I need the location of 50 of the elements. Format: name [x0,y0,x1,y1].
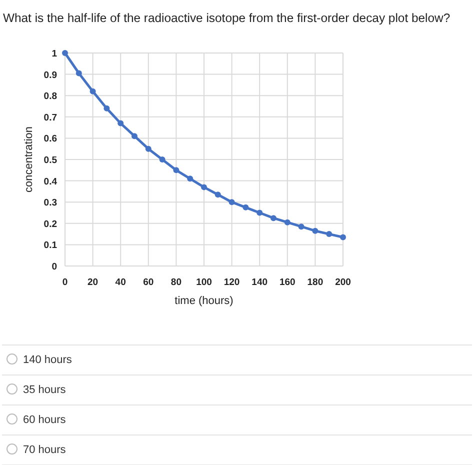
x-tick-label: 100 [196,277,212,288]
x-tick-label: 0 [62,277,68,288]
point [62,50,68,56]
point [76,70,82,76]
x-tick-label: 40 [115,277,126,288]
x-tick-label: 120 [224,277,240,288]
y-tick-label: 0.6 [44,134,57,145]
x-tick-label: 160 [279,277,296,288]
point [159,156,166,162]
point [256,210,263,216]
point [340,234,346,240]
x-tick-label: 20 [88,277,98,288]
text: 140 hours [23,354,72,366]
text: 70 hours [23,444,66,456]
point [298,224,304,230]
y-axis-title: concentration [23,126,35,193]
y-tick-label: 0.4 [44,176,58,188]
point [242,204,249,210]
point [187,176,194,182]
point [201,184,207,190]
y-tick-label: 0.3 [44,198,57,209]
text: 60 hours [23,414,66,426]
point [312,228,318,234]
point [326,231,332,238]
y-tick-label: 0 [52,262,57,272]
y-tick-label: 1 [52,48,58,60]
point [90,88,96,94]
x-tick-label: 60 [143,277,154,288]
y-tick-label: 0.9 [44,70,57,81]
x-tick-label: 180 [307,277,324,288]
y-tick-label: 0.7 [44,112,57,124]
point [173,167,180,174]
y-tick-label: 0.5 [44,155,58,166]
point [270,215,276,222]
point [214,192,221,198]
x-axis-title: time (hours) [174,295,234,307]
chart-title: What is the half-life of the radioactive isotope from the first-order decay plot below? [3,11,450,25]
text: 35 hours [23,384,66,396]
x-tick-label: 80 [170,277,182,288]
point [145,146,152,152]
y-tick-label: 0.1 [44,240,58,252]
point [228,199,235,206]
y-tick-label: 0.8 [44,91,57,102]
point [132,133,138,140]
point [104,105,110,112]
x-tick-label: 140 [252,277,268,288]
point [118,120,124,126]
point [284,219,290,226]
x-tick-label: 200 [335,277,351,288]
y-tick-label: 0.2 [44,218,57,230]
